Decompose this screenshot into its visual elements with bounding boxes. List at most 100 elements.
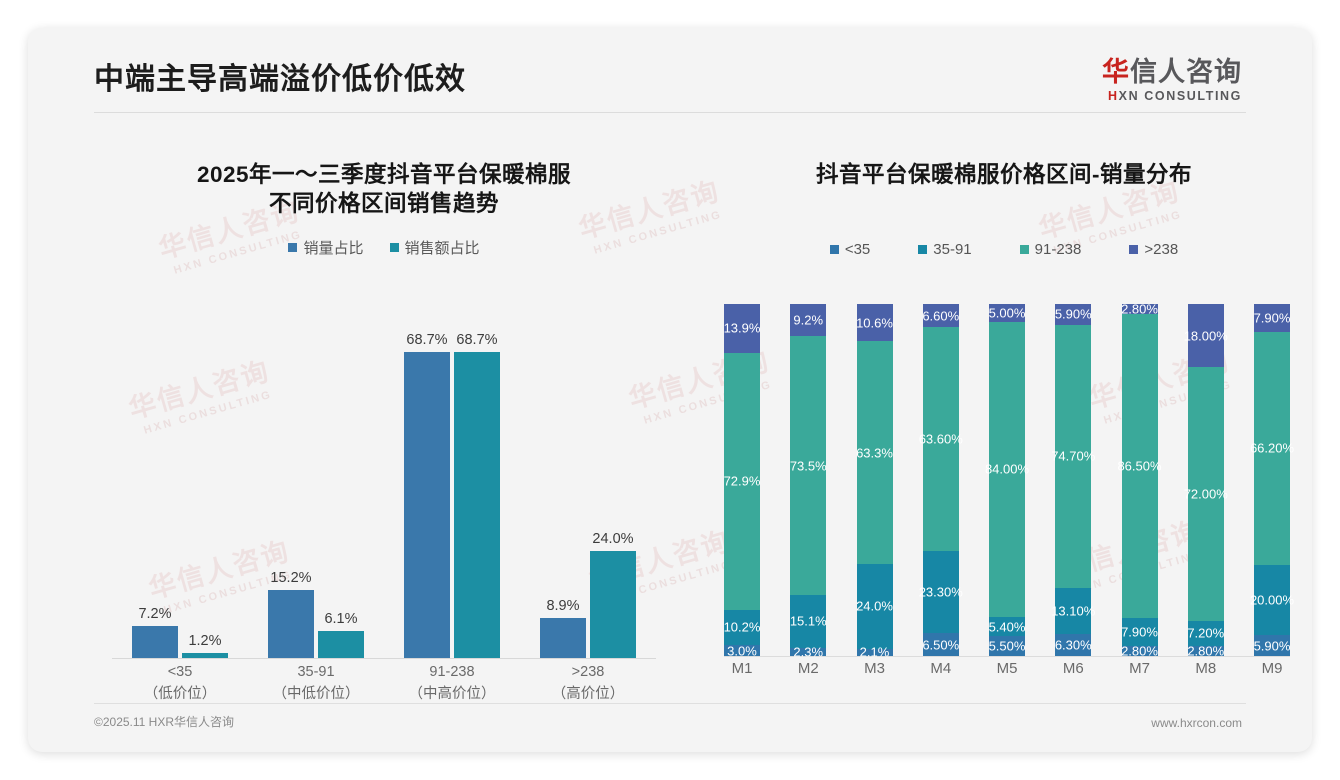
stacked-bar-chart: 13.9% 72.9% 10.2% 3.0% 9.2% 73.5% 15.1% 2.3% 10.… [710,301,1298,714]
legend-label: 销量占比 [303,239,364,257]
stacked-bar-segment[interactable]: 5.00% [989,304,1025,322]
stacked-bar-segment[interactable]: 6.30% [1054,633,1092,656]
legend-item-band-0[interactable]: <35 [829,241,870,258]
footer-divider [94,703,1246,704]
bar-column[interactable]: 15.2% [267,310,314,658]
stacked-bar-segment[interactable]: 7.90% [1121,618,1158,647]
right-chart-title-line1: 抖音平台保暖棉服价格区间-销量分布 [816,162,1192,187]
legend-item-band-3[interactable]: >238 [1129,241,1178,258]
logo-english-red: H [1108,89,1119,104]
stacked-bar-column[interactable]: 5.00% 84.00% 5.40% 5.50% [985,304,1029,656]
bar[interactable] [589,550,636,658]
stacked-bar-column[interactable]: 18.00% 72.00% 7.20% 2.80% [1184,304,1228,659]
segment-value-label: 24.0% [856,598,893,614]
bar-value-label: 68.7% [456,331,498,348]
stacked-bar-segment[interactable]: 5.90% [1254,635,1290,656]
segment-value-label: 20.00% [1249,592,1295,608]
stacked-bar-segment[interactable]: 2.1% [856,645,893,660]
bar[interactable] [317,630,364,658]
segment-value-label: 3.0% [727,643,757,659]
stacked-bar-segment[interactable]: 63.3% [856,341,893,565]
bar[interactable] [181,652,228,658]
footer-website[interactable]: www.hxrcon.com [1151,716,1242,730]
bar-column[interactable]: 68.7% [453,310,500,658]
bar[interactable] [453,351,500,658]
stacked-bar-segment[interactable]: 72.00% [1184,367,1228,621]
bar[interactable] [403,351,450,658]
legend-item-band-1[interactable]: 35-91 [918,241,972,258]
segment-value-label: 66.20% [1249,440,1295,456]
bar-column[interactable]: 24.0% [589,310,636,658]
stacked-bar-segment[interactable]: 74.70% [1051,324,1095,588]
stacked-bar-segment[interactable]: 6.50% [922,633,959,656]
stacked-bar-segment[interactable]: 7.90% [1254,304,1290,332]
stacked-bar-segment[interactable]: 2.80% [1121,643,1158,659]
stacked-bar-plot-area: 13.9% 72.9% 10.2% 3.0% 9.2% 73.5% 15.1% 2.3% 10.… [724,301,1294,660]
segment-value-label: 2.1% [859,644,890,660]
bar[interactable] [267,590,314,658]
stacked-bar-segment[interactable]: 13.9% [724,304,760,353]
logo-chinese-red: 华 [1102,57,1130,87]
stacked-bar-segment[interactable]: 5.40% [989,617,1025,637]
segment-value-label: 84.00% [984,461,1030,477]
stacked-bar-column[interactable]: 13.9% 72.9% 10.2% 3.0% [724,304,760,659]
stacked-bar-segment[interactable]: 3.0% [724,643,760,659]
stacked-bar-segment[interactable]: 18.00% [1184,304,1228,368]
brand-logo: 华信人咨询 HXN CONSULTING [1102,57,1242,104]
logo-chinese-dark: 信人咨询 [1130,57,1242,87]
stacked-bar-segment[interactable]: 5.90% [1054,304,1092,325]
bar-group: 68.7% 68.7% [389,310,514,658]
segment-value-label: 6.30% [1054,637,1092,653]
segment-value-label: 10.6% [856,315,893,331]
stacked-bar-segment[interactable]: 5.50% [989,636,1025,656]
stacked-bar-column[interactable]: 2.80% 86.50% 7.90% 2.80% [1117,301,1162,659]
segment-value-label: 18.00% [1183,328,1228,344]
stacked-bar-column[interactable]: 10.6% 63.3% 24.0% 2.1% [856,304,893,660]
stacked-bar-segment[interactable]: 24.0% [856,564,893,649]
segment-value-label: 5.90% [1253,638,1291,654]
segment-value-label: 5.90% [1054,306,1092,322]
legend-swatch-icon [918,245,928,255]
stacked-bar-segment[interactable]: 84.00% [985,321,1029,618]
legend-item-sales-volume[interactable]: 销量占比 [288,237,364,258]
stacked-bar-segment[interactable]: 2.80% [1121,301,1158,316]
stacked-bar-segment[interactable]: 10.2% [724,609,760,646]
bar-column[interactable]: 68.7% [403,310,450,658]
bar-column[interactable]: 8.9% [539,310,586,658]
bar[interactable] [131,625,178,658]
segment-value-label: 2.80% [1121,643,1158,659]
stacked-bar-column[interactable]: 6.60% 63.60% 23.30% 6.50% [919,304,963,656]
stacked-bar-segment[interactable]: 7.20% [1187,620,1224,647]
stacked-bar-segment[interactable]: 13.10% [1051,587,1095,634]
legend-item-sales-amount[interactable]: 销售额占比 [389,237,480,258]
bar-group: 8.9% 24.0% [525,310,650,658]
stacked-bar-segment[interactable]: 23.30% [919,551,963,634]
stacked-bar-column[interactable]: 9.2% 73.5% 15.1% 2.3% [790,304,827,659]
stacked-bar-segment[interactable]: 20.00% [1250,564,1294,636]
bar[interactable] [539,618,586,658]
stacked-bar-segment[interactable]: 10.6% [856,304,893,342]
stacked-bar-segment[interactable]: 2.80% [1187,644,1224,659]
slide-header: 中端主导高端溢价低价低效 华信人咨询 HXN CONSULTING [28,28,1312,114]
stacked-bar-segment[interactable]: 72.9% [724,352,760,610]
bar-column[interactable]: 7.2% [131,310,178,658]
stacked-bar-segment[interactable]: 66.20% [1250,331,1294,565]
grouped-bar-plot-area: 7.2% 1.2% 15.2% 6.1% 68.7% 68.7% 8.9% 24.0% [112,310,656,659]
segment-value-label: 7.90% [1121,624,1158,640]
bar-column[interactable]: 6.1% [317,310,364,658]
left-chart-title-line1: 2025年一～三季度抖音平台保暖棉服 [196,162,572,187]
stacked-bar-segment[interactable]: 86.50% [1117,313,1162,619]
bar-column[interactable]: 1.2% [181,310,228,658]
stacked-bar-segment[interactable]: 73.5% [790,336,827,595]
x-axis-tick-sublabel: （中高价位） [408,685,496,702]
stacked-bar-column[interactable]: 7.90% 66.20% 20.00% 5.90% [1250,304,1294,656]
stacked-bar-segment[interactable]: 9.2% [790,304,827,337]
stacked-bar-segment[interactable]: 15.1% [790,594,827,648]
x-axis-tick-range: >238 [571,664,605,680]
right-chart-legend: <35 35-91 91-238 >238 [704,241,1304,258]
legend-item-band-2[interactable]: 91-238 [1019,241,1081,258]
stacked-bar-segment[interactable]: 2.3% [790,644,827,659]
stacked-bar-column[interactable]: 5.90% 74.70% 13.10% 6.30% [1051,304,1095,656]
stacked-bar-segment[interactable]: 6.60% [922,304,959,328]
stacked-bar-segment[interactable]: 63.60% [919,327,963,552]
